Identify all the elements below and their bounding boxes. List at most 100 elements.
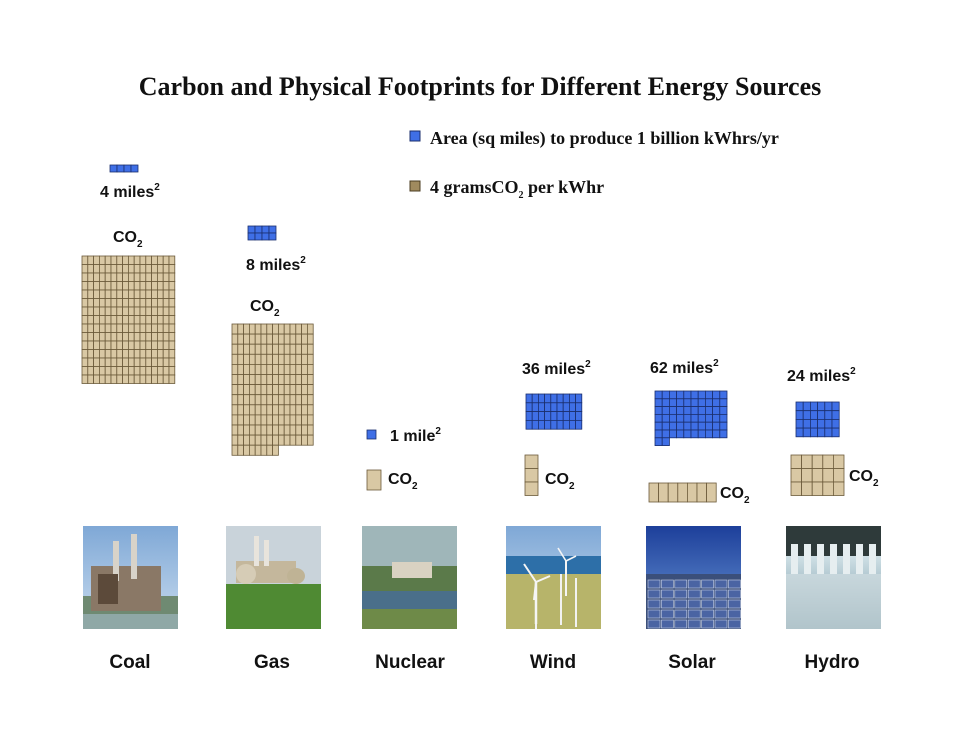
coal-co2-blocks-square [81,272,89,282]
gas-co2-blocks-square [295,434,302,446]
gas-co2-blocks-square [289,394,297,406]
gas-co2-blocks-square [289,424,297,436]
gas-co2-blocks-square [306,424,314,436]
solar-area-blocks-square [676,398,685,407]
gas-co2-blocks-square [237,444,245,456]
coal-co2-blocks-square [156,298,164,308]
gas-co2-blocks-square [295,343,302,355]
hydro-area-blocks-square [802,401,811,412]
wind-area-blocks-square [531,411,539,421]
wind-co2-blocks [524,454,539,496]
coal-co2-blocks-square [133,264,141,274]
gas-co2-blocks-square [272,343,279,355]
coal-co2-blocks-square [162,374,170,384]
gas-co2-blocks-square [283,384,291,396]
gas-co2-blocks-square [277,363,285,375]
solar-area-blocks-square [705,406,714,415]
coal-co2-blocks-square [116,366,124,376]
wind-area-blocks-square [556,411,564,421]
coal-co2-blocks-square [151,272,158,282]
wind-area-blocks-square [531,419,539,430]
solar-area-blocks-square [661,413,670,423]
gas-co2-blocks-square [248,394,256,406]
gas-co2-blocks-square [295,404,302,416]
solar-area-blocks-square [719,390,728,400]
coal-co2-blocks-square [156,315,164,325]
solar-area-blocks [654,390,728,446]
coal-co2-blocks-square [127,366,135,376]
gas-co2-blocks-square [243,414,250,426]
wind-area-blocks-square [550,419,558,430]
coal-co2-blocks-square [127,323,135,333]
gas-area-blocks-square [268,225,277,234]
wind-area-blocks-square [575,419,583,430]
gas-co2-blocks-square [301,343,308,355]
hydro-co2-blocks-square [811,468,824,483]
solar-area-blocks-square [676,429,685,439]
coal-co2-blocks-square [133,366,141,376]
gas-co2-blocks-square [266,394,273,406]
solar-area-blocks-square [705,421,714,431]
gas-co2-blocks-square [254,374,262,386]
coal-co2-blocks-square [156,357,164,367]
gas-co2-blocks-square [272,394,279,406]
coal-co2-blocks-square [156,289,164,299]
nuclear-co2-blocks-square [366,469,382,491]
gas-co2-blocks-square [295,323,302,335]
hydro-area-blocks-square [824,401,833,412]
hydro-co2-blocks-square [822,454,834,469]
coal-co2-blocks-square [104,281,112,291]
gas-co2-blocks-square [306,404,314,416]
gas-co2-blocks-square [260,384,268,396]
gas-co2-blocks-square [277,374,285,386]
gas-co2-blocks-square [248,414,256,426]
solar-area-blocks-square [697,429,706,439]
coal-co2-blocks-square [168,315,176,325]
coal-co2-blocks-square [139,349,147,359]
solar-area-blocks-square [654,413,663,423]
gas-power-plant-photo [226,526,321,629]
solar-area-blocks-square [705,413,714,423]
coal-co2-blocks-square [151,323,158,333]
coal-co2-blocks-square [127,349,135,359]
hydro-area-blocks-square [824,410,833,420]
coal-co2-blocks-square [116,332,124,342]
coal-co2-blocks-square [81,281,89,291]
coal-co2-blocks-square [162,340,170,350]
nuclear-co2-blocks [366,469,382,491]
solar-area-blocks-square [712,406,721,415]
coal-co2-blocks-square [168,349,176,359]
coal-co2-blocks-square [168,357,176,367]
gas-co2-blocks-square [248,384,256,396]
wind-area-label: 36 miles2 [522,359,591,378]
coal-co2-blocks-square [87,289,95,299]
coal-co2-blocks-square [162,315,170,325]
solar-area-blocks-square [669,390,678,400]
wind-area-blocks-square [569,419,577,430]
coal-co2-blocks-square [81,289,89,299]
gas-co2-blocks-square [266,374,273,386]
solar-co2-blocks-square [667,482,679,503]
gas-co2-blocks-square [272,363,279,375]
solar-area-blocks-square [661,429,670,439]
gas-co2-blocks-square [272,353,279,365]
gas-co2-blocks-square [231,414,239,426]
coal-co2-blocks-square [122,349,129,359]
coal-co2-blocks-square [116,255,124,265]
gas-co2-blocks-square [260,343,268,355]
gas-co2-blocks-square [254,363,262,375]
gas-co2-blocks-square [254,424,262,436]
hydro-co2-blocks-square [801,468,813,483]
gas-co2-blocks-square [283,353,291,365]
gas-area-blocks-square [254,232,263,241]
coal-co2-blocks-square [99,349,106,359]
coal-co2-blocks-square [156,374,164,384]
coal-co2-blocks-square [162,289,170,299]
solar-area-blocks-square [661,390,670,400]
chart-marks: 4 miles2 CO2 Coal 8 miles2 CO2 Gas 1 mile2 CO2 N… [81,164,879,673]
wind-area-blocks-square [525,402,533,412]
coal-co2-blocks-square [127,289,135,299]
gas-co2-blocks-square [277,323,285,335]
coal-co2-blocks-square [116,298,124,308]
solar-co2-blocks-square [648,482,660,503]
